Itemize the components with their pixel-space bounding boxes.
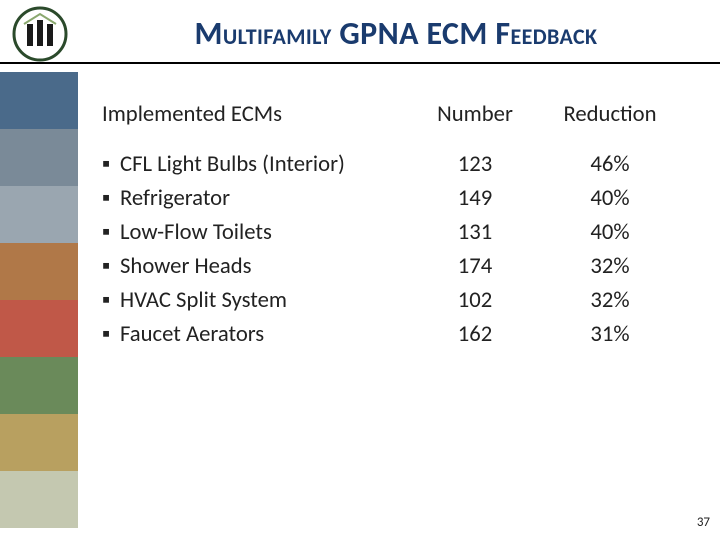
ecm-reduction: 31% xyxy=(540,320,680,348)
bullet-icon: ▪ xyxy=(102,218,120,246)
table-row: ▪ Faucet Aerators 162 31% xyxy=(102,320,690,348)
page-number: 37 xyxy=(697,515,710,530)
logo-bar-left xyxy=(27,24,33,46)
ecm-reduction: 40% xyxy=(540,184,680,212)
ecm-reduction: 32% xyxy=(540,252,680,280)
content-region: Implemented ECMs Number Reduction ▪ CFL … xyxy=(102,100,690,354)
ecm-number: 174 xyxy=(410,252,540,280)
header-reduction: Reduction xyxy=(540,100,680,128)
bullet-icon: ▪ xyxy=(102,320,120,348)
hud-logo xyxy=(12,6,68,62)
strip-tile xyxy=(0,471,78,528)
strip-tile xyxy=(0,357,78,414)
table-row: ▪ CFL Light Bulbs (Interior) 123 46% xyxy=(102,150,690,178)
logo-bar-right xyxy=(47,24,53,46)
table-row: ▪ Shower Heads 174 32% xyxy=(102,252,690,280)
bullet-icon: ▪ xyxy=(102,150,120,178)
header-implemented-ecms: Implemented ECMs xyxy=(102,100,410,128)
bullet-icon: ▪ xyxy=(102,184,120,212)
ecm-label: CFL Light Bulbs (Interior) xyxy=(120,150,410,178)
table-header-row: Implemented ECMs Number Reduction xyxy=(102,100,690,128)
ecm-label: Faucet Aerators xyxy=(120,320,410,348)
table-row: ▪ Refrigerator 149 40% xyxy=(102,184,690,212)
ecm-number: 123 xyxy=(410,150,540,178)
title-underline xyxy=(0,62,720,64)
left-image-strip xyxy=(0,72,78,528)
header-number: Number xyxy=(410,100,540,128)
ecm-reduction: 40% xyxy=(540,218,680,246)
strip-tile xyxy=(0,129,78,186)
ecm-number: 162 xyxy=(410,320,540,348)
ecm-number: 131 xyxy=(410,218,540,246)
table-row: ▪ Low-Flow Toilets 131 40% xyxy=(102,218,690,246)
table-row: ▪ HVAC Split System 102 32% xyxy=(102,286,690,314)
ecm-label: Low-Flow Toilets xyxy=(120,218,410,246)
strip-tile xyxy=(0,186,78,243)
strip-tile xyxy=(0,72,78,129)
ecm-label: Shower Heads xyxy=(120,252,410,280)
strip-tile xyxy=(0,300,78,357)
ecm-reduction: 46% xyxy=(540,150,680,178)
ecm-number: 149 xyxy=(410,184,540,212)
ecm-label: Refrigerator xyxy=(120,184,410,212)
ecm-list: ▪ CFL Light Bulbs (Interior) 123 46% ▪ R… xyxy=(102,150,690,348)
slide-title: Multifamily GPNA ECM Feedback xyxy=(116,14,676,53)
bullet-icon: ▪ xyxy=(102,252,120,280)
strip-tile xyxy=(0,243,78,300)
ecm-number: 102 xyxy=(410,286,540,314)
ecm-label: HVAC Split System xyxy=(120,286,410,314)
slide: Multifamily GPNA ECM Feedback Implemente… xyxy=(0,0,720,540)
strip-tile xyxy=(0,414,78,471)
bullet-icon: ▪ xyxy=(102,286,120,314)
logo-bar-mid xyxy=(37,20,43,46)
ecm-reduction: 32% xyxy=(540,286,680,314)
